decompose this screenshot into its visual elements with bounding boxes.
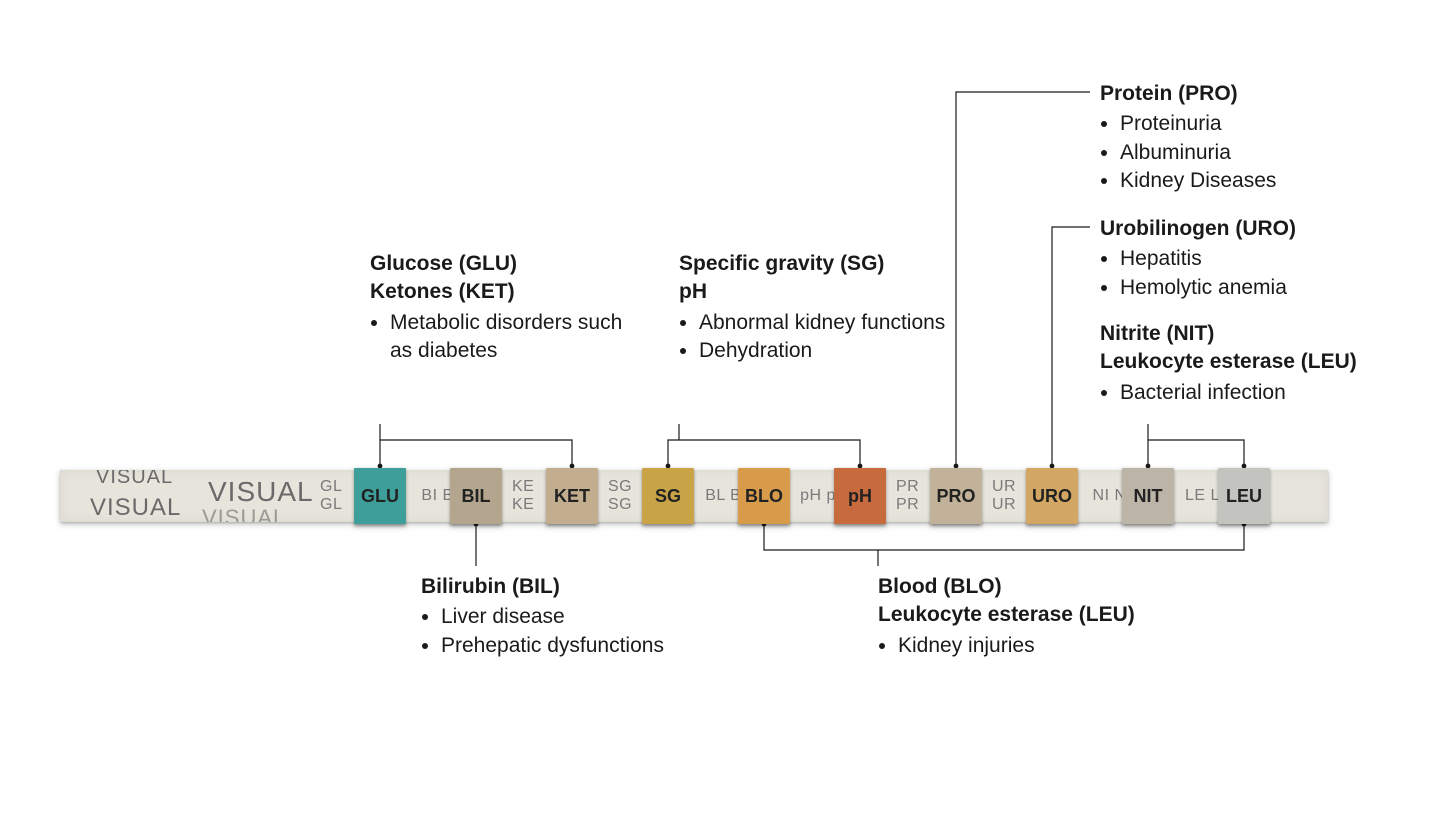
annotation-bullet: Metabolic disorders such as diabetes xyxy=(390,309,630,366)
pad-sg: SG xyxy=(642,468,694,524)
diagram-canvas: Glucose (GLU)Ketones (KET) Metabolic diso… xyxy=(0,0,1448,815)
urine-test-strip: VISUAL VISUAL VISUAL VISUAL GL GLGLUBI B… xyxy=(60,470,1328,522)
annotation-bullet: Prehepatic dysfunctions xyxy=(441,632,721,660)
annotation-bullets: Kidney injuries xyxy=(878,632,1198,660)
pad-label: KET xyxy=(554,486,590,507)
pad-uro: URO xyxy=(1026,468,1078,524)
annotation-sg-ph: Specific gravity (SG)pH Abnormal kidney f… xyxy=(679,250,959,365)
annotation-uro: Urobilinogen (URO)HepatitisHemolytic ane… xyxy=(1100,215,1420,302)
annotation-blo-leu: Blood (BLO)Leukocyte esterase (LEU) Kidne… xyxy=(878,573,1198,660)
pad-bil: BIL xyxy=(450,468,502,524)
pad-label: LEU xyxy=(1226,486,1262,507)
annotation-bullet: Albuminuria xyxy=(1120,139,1420,167)
annotation-heading: Bilirubin (BIL) xyxy=(421,573,721,601)
pad-nit: NIT xyxy=(1122,468,1174,524)
annotation-bullet: Liver disease xyxy=(441,603,721,631)
pad-label: pH xyxy=(848,486,872,507)
annotation-bullets: ProteinuriaAlbuminuriaKidney Diseases xyxy=(1100,110,1420,195)
annotation-heading: Glucose (GLU) xyxy=(370,250,630,278)
annotation-bil: Bilirubin (BIL)Liver diseasePrehepatic d… xyxy=(421,573,721,660)
annotation-heading: Urobilinogen (URO) xyxy=(1100,215,1420,243)
annotation-bullet: Kidney Diseases xyxy=(1120,167,1420,195)
leader-nit-leu xyxy=(1148,440,1244,466)
annotation-bullets: Liver diseasePrehepatic dysfunctions xyxy=(421,603,721,660)
annotation-bullet: Hemolytic anemia xyxy=(1120,274,1420,302)
pad-blo: BLO xyxy=(738,468,790,524)
annotation-bullets: HepatitisHemolytic anemia xyxy=(1100,245,1420,302)
leader-blo-leu xyxy=(764,524,1244,550)
annotation-bullet: Bacterial infection xyxy=(1120,379,1440,407)
leader-sg-ph xyxy=(668,440,860,466)
annotation-bullets: Abnormal kidney functionsDehydration xyxy=(679,309,959,366)
handle-text: VISUAL xyxy=(90,494,181,522)
annotation-heading: Protein (PRO) xyxy=(1100,80,1420,108)
pad-label: NIT xyxy=(1134,486,1163,507)
annotation-glu-ket: Glucose (GLU)Ketones (KET) Metabolic diso… xyxy=(370,250,630,365)
pad-label: SG xyxy=(655,486,681,507)
pad-leu: LEU xyxy=(1218,468,1270,524)
annotation-bullets: Metabolic disorders such as diabetes xyxy=(370,309,630,366)
pad-pro: PRO xyxy=(930,468,982,524)
pad-glu: GLU xyxy=(354,468,406,524)
annotation-heading: Ketones (KET) xyxy=(370,278,630,306)
annotation-bullets: Bacterial infection xyxy=(1100,379,1440,407)
pad-label: BLO xyxy=(745,486,783,507)
annotation-heading: Leukocyte esterase (LEU) xyxy=(1100,348,1440,376)
pad-label: GLU xyxy=(361,486,399,507)
annotation-heading: Leukocyte esterase (LEU) xyxy=(878,601,1198,629)
annotation-bullet: Dehydration xyxy=(699,337,959,365)
pad-label: PRO xyxy=(936,486,975,507)
pad-ph: pH xyxy=(834,468,886,524)
annotation-pro: Protein (PRO)ProteinuriaAlbuminuriaKidne… xyxy=(1100,80,1420,195)
annotation-bullet: Kidney injuries xyxy=(898,632,1198,660)
annotation-heading: pH xyxy=(679,278,959,306)
handle-text: VISUAL xyxy=(208,476,314,508)
handle-text: VISUAL xyxy=(96,470,173,489)
pad-ket: KET xyxy=(546,468,598,524)
annotation-nit-leu: Nitrite (NIT)Leukocyte esterase (LEU) Bac… xyxy=(1100,320,1440,407)
annotation-bullet: Proteinuria xyxy=(1120,110,1420,138)
leader-uro xyxy=(1052,227,1090,466)
annotation-heading: Nitrite (NIT) xyxy=(1100,320,1440,348)
annotation-heading: Specific gravity (SG) xyxy=(679,250,959,278)
leader-pro xyxy=(956,92,1090,466)
annotation-bullet: Abnormal kidney functions xyxy=(699,309,959,337)
pad-label: BIL xyxy=(462,486,491,507)
strip-handle: VISUAL VISUAL VISUAL VISUAL xyxy=(60,470,320,522)
leader-glu-ket xyxy=(380,440,572,466)
handle-text: VISUAL xyxy=(202,505,286,522)
annotation-heading: Blood (BLO) xyxy=(878,573,1198,601)
pad-label: URO xyxy=(1032,486,1072,507)
annotation-bullet: Hepatitis xyxy=(1120,245,1420,273)
